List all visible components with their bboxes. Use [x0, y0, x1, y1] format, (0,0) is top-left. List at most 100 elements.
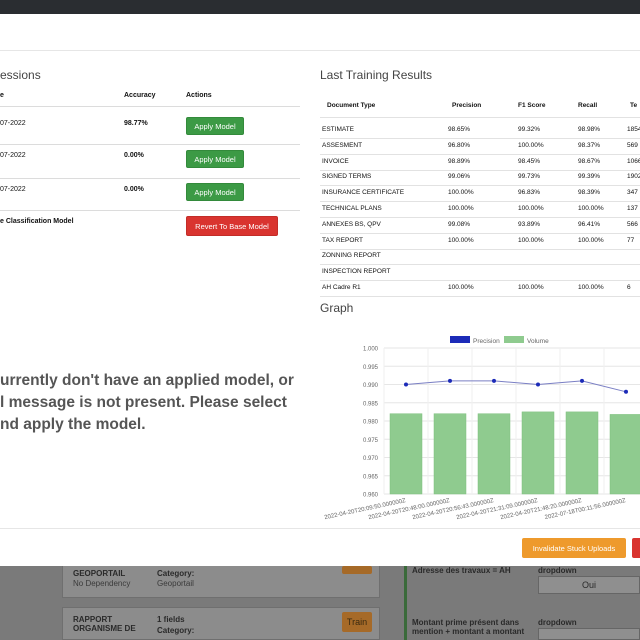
bg-card-rapport: RAPPORT ORGANISME DE 1 fields Category: — [62, 607, 380, 640]
precision-point — [448, 378, 452, 383]
result-cell-precision: 96.80% — [448, 141, 471, 149]
y-tick-label: 0.975 — [363, 438, 379, 444]
training-results-title: Last Training Results — [320, 68, 433, 82]
result-cell-te: 347 — [627, 189, 638, 197]
result-cell-doc: INVOICE — [322, 157, 349, 165]
notice-line: urrently don't have an applied model, or — [0, 372, 294, 389]
row-divider — [0, 178, 300, 179]
sessions-title: essions — [0, 68, 41, 82]
volume-bar — [477, 413, 511, 495]
bg-card-cat-value: Geoportail — [157, 579, 194, 588]
result-cell-recall: 98.67% — [578, 157, 601, 165]
row-divider — [320, 248, 640, 250]
notice-line: l message is not present. Please select — [0, 394, 287, 411]
result-cell-recall: 100.00% — [578, 205, 604, 212]
volume-bar — [565, 411, 599, 495]
bg-card-geoportail: GEOPORTAIL No Dependency Category: Geopo… — [62, 564, 380, 598]
legend-swatch-volume — [504, 336, 524, 343]
volume-bar — [609, 414, 640, 495]
result-cell-te: 569 — [627, 141, 638, 149]
bg-card-fields: 1 fields — [157, 615, 185, 624]
result-cell-recall: 99.39% — [578, 173, 601, 181]
row-divider — [0, 210, 300, 211]
result-cell-te: 1066 — [627, 157, 640, 165]
result-cell-doc: ASSESMENT — [322, 141, 363, 149]
training-modal: essions Last Training Results e Accuracy… — [0, 14, 640, 566]
modal-header-divider — [0, 50, 640, 51]
bg-card-sub: No Dependency — [73, 579, 131, 588]
bg-green-bar — [404, 566, 407, 640]
precision-point — [404, 382, 408, 387]
session-accuracy: 98.77% — [124, 120, 148, 127]
result-cell-f1: 100.00% — [518, 205, 544, 212]
result-cell-f1: 100.00% — [518, 141, 544, 149]
result-cell-te: 6 — [627, 284, 631, 291]
result-cell-te: 137 — [627, 205, 638, 212]
result-cell-doc: ESTIMATE — [322, 126, 355, 133]
session-date: 07-2022 — [0, 120, 26, 127]
result-cell-te: 1902 — [627, 173, 640, 181]
revert-base-model-button[interactable]: Revert To Base Model — [186, 216, 278, 236]
result-cell-doc: ZONNING REPORT — [322, 252, 381, 260]
col-header-accuracy: Accuracy — [124, 92, 156, 99]
bg-select-oui: Oui — [538, 576, 640, 594]
y-tick-label: 1.000 — [363, 347, 379, 353]
col-header-document-type: Document Type — [327, 102, 376, 109]
graph-title: Graph — [320, 301, 354, 315]
y-tick-label: 0.960 — [363, 493, 379, 499]
no-model-notice: urrently don't have an applied model, or… — [0, 370, 300, 436]
result-cell-precision: 98.89% — [448, 157, 471, 165]
result-cell-doc: TECHNICAL PLANS — [322, 205, 382, 212]
result-cell-f1: 100.00% — [518, 284, 544, 291]
row-divider — [320, 280, 640, 282]
base-model-name: e Classification Model — [0, 218, 74, 225]
result-cell-precision: 99.08% — [448, 220, 471, 228]
result-cell-doc: AH Cadre R1 — [322, 284, 361, 291]
session-date: 07-2022 — [0, 152, 26, 159]
bg-item-select-label: dropdown — [538, 618, 577, 627]
col-header-recall: Recall — [578, 102, 598, 109]
y-tick-label: 0.990 — [363, 383, 379, 389]
bg-item-label: Adresse des travaux = AH — [412, 566, 511, 575]
bg-train-button: Train — [342, 612, 372, 632]
legend-label: Volume — [527, 338, 549, 345]
row-divider — [320, 169, 640, 171]
row-divider — [320, 117, 640, 118]
result-cell-f1: 98.45% — [518, 157, 541, 165]
y-tick-label: 0.995 — [363, 365, 379, 371]
precision-point — [536, 382, 540, 387]
result-cell-precision: 99.06% — [448, 173, 471, 181]
row-divider — [320, 264, 640, 266]
result-cell-doc: SIGNED TERMS — [322, 173, 372, 181]
col-header-actions: Actions — [186, 92, 212, 99]
apply-model-button[interactable]: Apply Model — [186, 117, 244, 135]
x-tick-label: 2022-07-18T00:11:56.000000Z — [544, 498, 626, 521]
bg-item-label: Montant prime présent dans mention + mon… — [412, 618, 525, 636]
result-cell-precision: 100.00% — [448, 284, 474, 291]
result-cell-recall: 100.00% — [578, 236, 604, 244]
result-cell-doc: INSURANCE CERTIFICATE — [322, 189, 405, 197]
apply-model-button[interactable]: Apply Model — [186, 150, 244, 168]
row-divider — [320, 232, 640, 234]
session-accuracy: 0.00% — [124, 152, 144, 159]
y-tick-label: 0.980 — [363, 420, 379, 426]
row-divider — [0, 144, 300, 145]
invalidate-stuck-uploads-button[interactable]: Invalidate Stuck Uploads — [522, 538, 626, 558]
result-cell-te: 1854 — [627, 126, 640, 133]
bg-card-cat-label: Category: — [157, 569, 195, 578]
volume-bar — [389, 413, 423, 495]
result-cell-recall: 100.00% — [578, 284, 604, 291]
bg-select-empty — [538, 628, 640, 640]
result-cell-f1: 99.73% — [518, 173, 541, 181]
footer-red-button[interactable] — [632, 538, 640, 558]
modal-footer-divider — [0, 528, 640, 529]
row-divider — [320, 296, 640, 297]
apply-model-button[interactable]: Apply Model — [186, 183, 244, 201]
result-cell-doc: TAX REPORT — [322, 236, 363, 244]
bg-card-title: GEOPORTAIL — [73, 569, 126, 578]
precision-point — [624, 389, 628, 394]
result-cell-te: 566 — [627, 220, 638, 228]
result-cell-f1: 99.32% — [518, 126, 541, 133]
y-tick-label: 0.985 — [363, 401, 379, 407]
bg-card-cat-label: Category: — [157, 626, 195, 635]
